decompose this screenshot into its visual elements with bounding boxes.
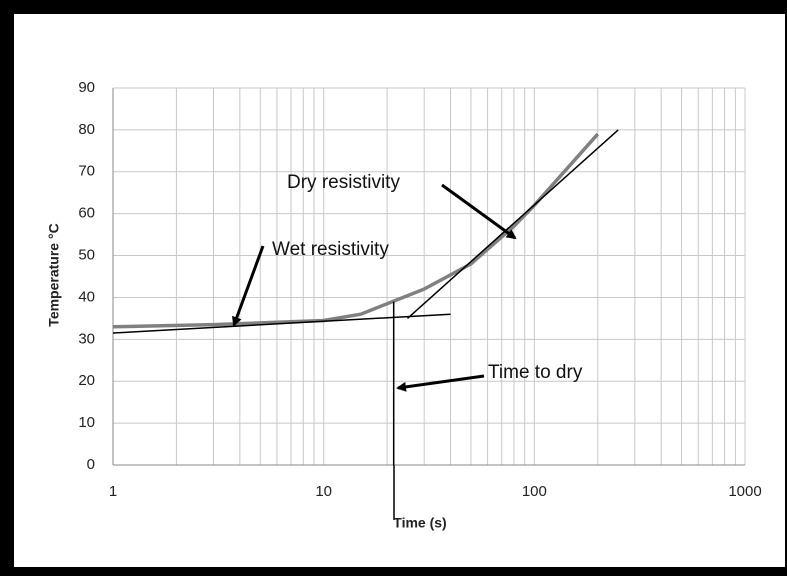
background xyxy=(14,14,785,567)
annotation: Time to dry xyxy=(488,362,583,383)
x-tick-label: 1000 xyxy=(728,483,761,500)
y-tick-label: 70 xyxy=(78,163,95,180)
y-tick-label: 30 xyxy=(78,330,95,347)
y-tick-label: 0 xyxy=(87,456,95,473)
annotation-arrow xyxy=(232,245,265,327)
y-tick-label: 10 xyxy=(78,414,95,431)
x-axis-label: Time (s) xyxy=(393,515,446,531)
y-axis-label: Temperature °C xyxy=(46,223,62,326)
y-tick-label: 60 xyxy=(78,205,95,222)
y-tick-label: 90 xyxy=(78,79,95,96)
y-tick-label: 20 xyxy=(78,372,95,389)
annotation-arrow xyxy=(396,374,485,392)
annotation: Wet resistivity xyxy=(272,239,389,260)
x-tick-label: 1 xyxy=(109,483,117,500)
y-tick-label: 50 xyxy=(78,247,95,264)
y-tick-label: 40 xyxy=(78,288,95,305)
annotation-arrow xyxy=(441,183,517,240)
y-tick-label: 80 xyxy=(78,121,95,138)
x-tick-label: 100 xyxy=(522,483,547,500)
line xyxy=(406,129,619,319)
x-tick-label: 10 xyxy=(315,483,332,500)
plot-area: 0 10 20 30 40 50 60 70 80 90 1 10 100 1000 xyxy=(78,79,761,500)
annotation: Dry resistivity xyxy=(287,172,400,193)
line xyxy=(112,132,600,329)
